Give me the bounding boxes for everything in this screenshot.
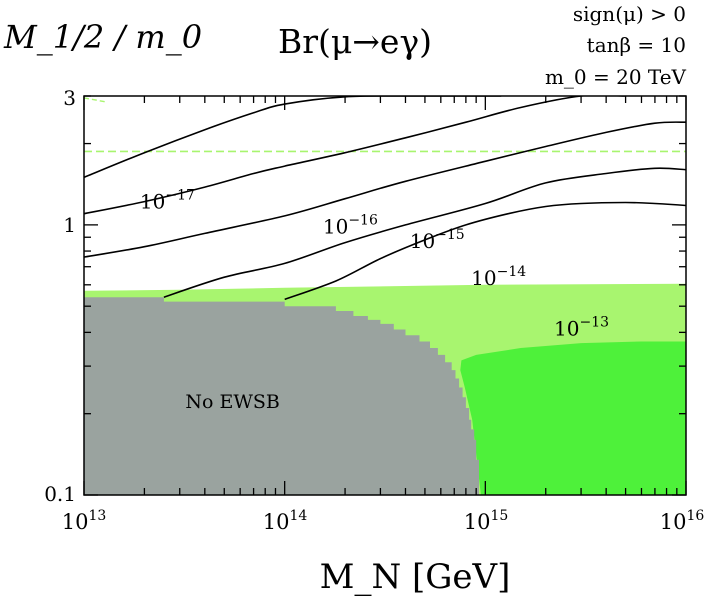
param-sign-mu: sign(μ) > 0 (573, 2, 686, 26)
param-tan-beta: tanβ = 10 (587, 33, 686, 57)
x-axis-label: M_N [GeV] (320, 557, 511, 597)
contour-label-1e-15: 10−15 (410, 227, 465, 253)
x-tick-label-1e13: 1013 (62, 508, 107, 534)
region-no-ewsb (84, 297, 479, 495)
contour-1e-16 (84, 96, 626, 215)
y-tick-label-3: 3 (63, 86, 76, 110)
regions-layer: No EWSB (84, 283, 686, 495)
contour-label-1e-16: 10−16 (323, 212, 378, 238)
param-m0: m_0 = 20 TeV (545, 65, 687, 89)
ticks-layer (83, 95, 687, 496)
contour-1e-15 (84, 121, 686, 258)
contour-label-1e-17: 10−17 (140, 187, 195, 213)
x-tick-label-1e14: 1014 (263, 508, 308, 534)
chart-title: Br(μ→eγ) (278, 22, 432, 61)
region-bright-green (460, 341, 686, 495)
contour-1e-13 (284, 201, 686, 301)
contour-label-1e-14: 10−14 (471, 264, 526, 290)
corner-dashed (84, 97, 107, 103)
contour-label-1e-13: 10−13 (554, 314, 609, 340)
y-tick-label-0.1: 0.1 (44, 482, 76, 506)
x-tick-label-1e16: 1016 (660, 508, 705, 534)
contour-1e-14 (163, 167, 686, 298)
hline-layer (84, 97, 686, 153)
x-tick-label-1e15: 1015 (464, 508, 509, 534)
plot-frame (83, 95, 687, 496)
y-tick-label-1: 1 (63, 213, 76, 237)
region-label-no-ewsb: No EWSB (185, 391, 279, 413)
y-axis-label: M_1/2 / m_0 (3, 18, 202, 56)
